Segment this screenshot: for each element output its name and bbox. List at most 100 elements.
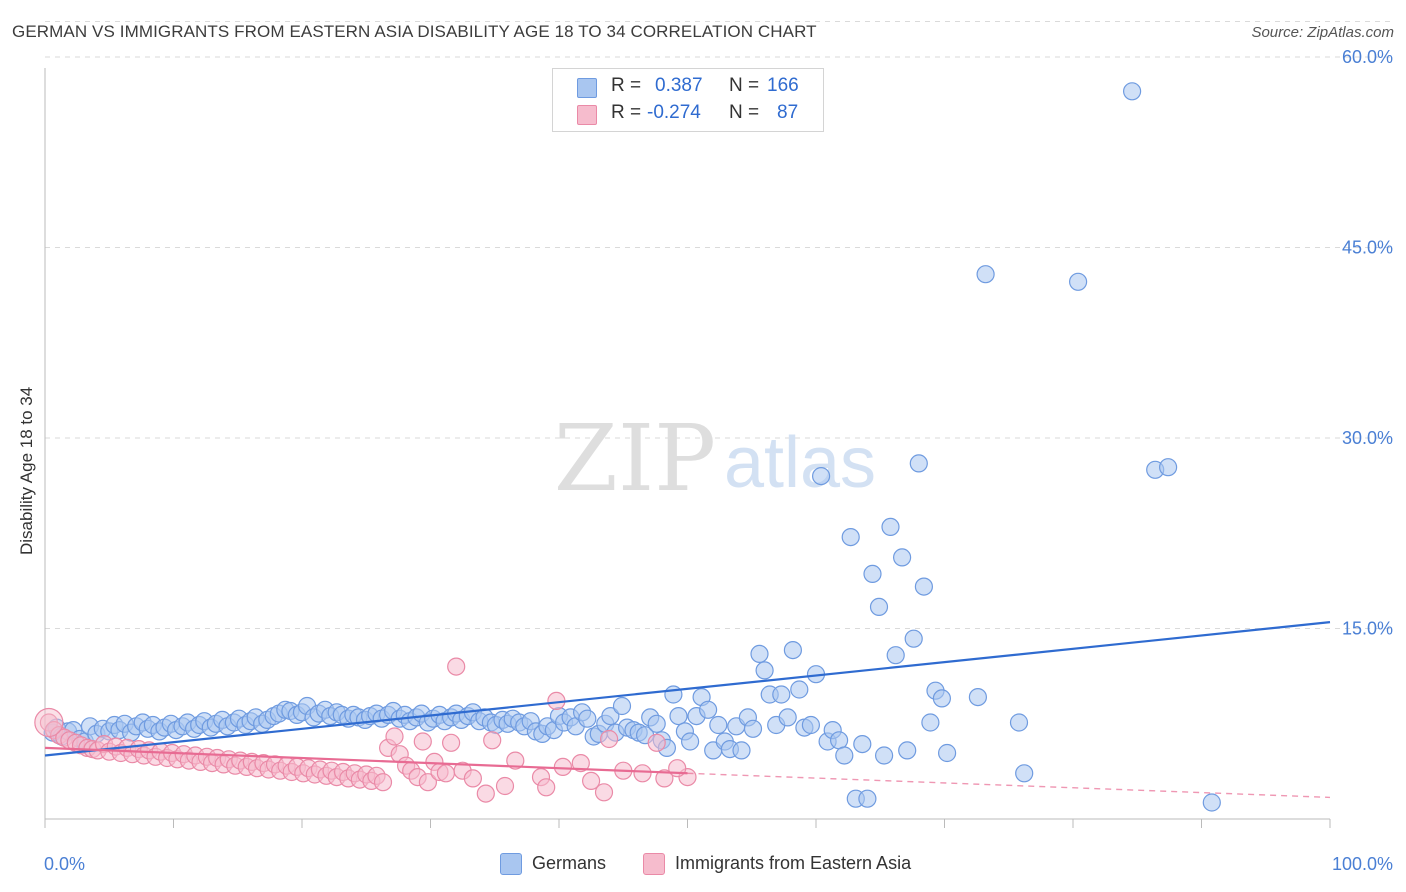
y-tick-label: 15.0% <box>1342 619 1393 639</box>
data-point <box>463 769 482 788</box>
data-point <box>599 729 619 749</box>
data-point <box>801 715 821 735</box>
data-point <box>647 714 666 733</box>
y-tick-label: 30.0% <box>1342 428 1393 448</box>
data-point <box>709 715 728 735</box>
data-point <box>869 597 889 617</box>
legend-label-germans: Germans <box>532 853 607 873</box>
stats-n-value: 166 <box>767 75 799 96</box>
stats-r-label: R = <box>611 102 642 123</box>
data-point <box>914 577 934 596</box>
tick-labels: 15.0% 30.0% 45.0% 60.0% 0.0% 100.0% <box>44 47 1393 874</box>
trend-line-eastern-asia <box>44 746 688 775</box>
stats-r-value: -0.274 <box>647 102 701 123</box>
data-point <box>447 657 466 676</box>
data-point <box>680 732 700 751</box>
data-point <box>1068 272 1088 291</box>
watermark: ZIP atlas <box>554 405 876 512</box>
data-point <box>495 776 515 796</box>
data-point <box>853 734 872 754</box>
data-point <box>581 771 601 791</box>
data-point <box>34 707 64 738</box>
data-point <box>578 709 597 728</box>
trend-line-extension <box>687 772 1331 799</box>
chart-title: GERMAN VS IMMIGRANTS FROM EASTERN ASIA D… <box>12 22 817 41</box>
y-axis-label: Disability Age 18 to 34 <box>17 386 36 555</box>
data-point <box>1015 764 1034 783</box>
data-point <box>881 517 900 537</box>
y-tick-label: 45.0% <box>1342 238 1393 258</box>
data-point <box>904 629 923 648</box>
data-point <box>698 700 718 719</box>
data-point <box>655 769 674 788</box>
data-point <box>932 689 952 708</box>
data-point <box>783 640 803 660</box>
data-point <box>483 731 502 750</box>
stats-r-label: R = <box>611 75 642 96</box>
axes <box>44 68 1331 828</box>
data-point <box>436 764 455 783</box>
data-point <box>442 733 461 752</box>
data-point <box>1158 458 1178 477</box>
data-point <box>778 708 797 727</box>
data-point <box>829 731 849 750</box>
trend-lines <box>44 621 1331 799</box>
data-point <box>755 661 774 680</box>
data-point <box>571 753 590 773</box>
data-point <box>594 783 614 802</box>
data-point <box>537 778 556 797</box>
legend-label-eastern-asia: Immigrants from Eastern Asia <box>675 853 912 873</box>
data-point <box>1009 713 1029 732</box>
data-point <box>976 265 995 284</box>
data-point <box>385 727 404 746</box>
data-point <box>601 706 620 726</box>
data-point <box>1122 82 1142 101</box>
data-point <box>664 685 683 704</box>
data-point <box>418 773 437 792</box>
data-point <box>874 746 894 765</box>
series-eastern-asia <box>39 657 697 803</box>
data-point <box>553 757 573 777</box>
data-point <box>506 751 525 770</box>
data-point <box>772 685 791 704</box>
legend: Germans Immigrants from Eastern Asia <box>0 852 1406 878</box>
stats-n-label: N = <box>729 75 760 96</box>
x-tick-label: 100.0% <box>1332 854 1393 874</box>
stats-box: R = 0.387 N = 166 R = -0.274 N = 87 <box>552 68 824 132</box>
x-tick-label: 0.0% <box>44 854 85 874</box>
data-point <box>811 467 831 486</box>
data-point <box>937 743 957 763</box>
watermark-atlas: atlas <box>724 423 876 503</box>
stats-r-value: 0.387 <box>655 75 703 96</box>
grid-lines <box>45 20 1392 629</box>
data-point <box>892 548 912 567</box>
trend-line-germans <box>44 621 1331 757</box>
stats-swatch-germans <box>577 78 597 98</box>
data-point <box>647 733 666 752</box>
data-point <box>858 789 877 808</box>
data-point <box>743 719 763 738</box>
data-point <box>750 644 769 664</box>
watermark-zip: ZIP <box>554 405 716 512</box>
legend-swatch-germans <box>500 853 522 875</box>
data-point <box>612 696 632 716</box>
data-point <box>898 741 917 760</box>
data-point <box>1202 793 1221 812</box>
data-point <box>921 713 940 732</box>
data-point <box>968 687 988 707</box>
data-point <box>373 773 393 792</box>
data-point <box>909 454 928 473</box>
data-point <box>841 527 860 547</box>
data-point <box>732 741 751 760</box>
data-point <box>886 646 905 665</box>
data-point <box>835 746 854 765</box>
data-point <box>476 784 495 803</box>
chart-source: Source: ZipAtlas.com <box>1251 24 1394 41</box>
stats-n-value: 87 <box>777 102 799 123</box>
data-point <box>633 764 652 783</box>
data-point <box>669 706 688 726</box>
data-point <box>413 732 432 751</box>
data-points <box>34 82 1221 812</box>
stats-swatch-eastern-asia <box>577 105 597 125</box>
